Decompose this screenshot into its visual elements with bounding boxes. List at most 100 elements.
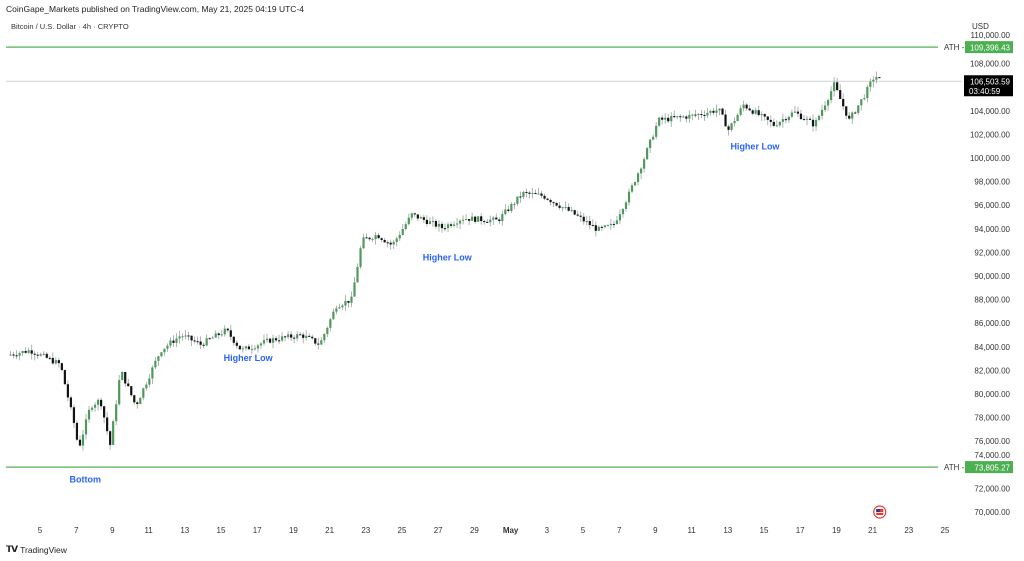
candle-body: [90, 407, 94, 410]
candle-body: [480, 216, 483, 222]
candle-body: [410, 213, 413, 218]
candle-body: [220, 334, 223, 336]
candle-body: [851, 112, 854, 119]
candle-body: [305, 335, 308, 338]
x-tick-label: 25: [398, 526, 407, 535]
candle-body: [477, 216, 480, 222]
candle-body: [724, 114, 727, 127]
candle-body: [299, 334, 302, 336]
tradingview-logo[interactable]: 𝗧𝗩 TradingView: [6, 544, 67, 555]
candle-body: [338, 307, 341, 309]
candle-body: [341, 305, 344, 308]
x-tick-label: 29: [470, 526, 479, 535]
candle-body: [848, 115, 851, 119]
ath-label: ATH -: [944, 463, 965, 472]
candle-body: [271, 338, 275, 343]
candle-body: [362, 237, 365, 249]
candle-body: [612, 223, 616, 225]
candle-body: [377, 235, 380, 239]
candle-body: [154, 360, 157, 368]
candle-body: [193, 340, 196, 342]
candle-body: [72, 407, 76, 423]
candle-body: [133, 395, 136, 403]
candle-body: [802, 119, 806, 121]
candle-body: [736, 114, 739, 122]
ath-label: ATH -: [944, 43, 965, 52]
candle-body: [618, 214, 622, 221]
x-tick-label: May: [503, 526, 519, 535]
candle-body: [157, 356, 160, 361]
symbol-title: Bitcoin / U.S. Dollar · 4h · CRYPTO: [11, 22, 129, 31]
candle-body: [36, 354, 39, 356]
candle-body: [93, 404, 97, 408]
candle-body: [244, 346, 247, 349]
candle-body: [486, 221, 489, 223]
candle-body: [175, 338, 178, 343]
candle-body: [706, 112, 709, 116]
candle-body: [772, 121, 775, 126]
candle-body: [428, 221, 432, 224]
candle-body: [606, 225, 609, 227]
annotation-label: Higher Low: [730, 142, 780, 152]
candle-body: [495, 217, 498, 220]
candle-body: [250, 348, 254, 350]
candle-body: [627, 191, 631, 203]
candle-body: [872, 79, 875, 82]
candle-body: [609, 223, 613, 226]
candle-body: [558, 205, 561, 208]
candle-body: [603, 225, 606, 228]
candle-body: [573, 210, 576, 215]
candle-body: [842, 98, 845, 107]
candle-body: [268, 338, 272, 343]
candle-body: [229, 330, 232, 337]
publisher-line: CoinGape_Markets published on TradingVie…: [6, 4, 304, 14]
candle-body: [75, 422, 79, 440]
candle-body: [525, 191, 528, 193]
candle-body: [489, 219, 492, 223]
candle-body: [827, 100, 830, 106]
candle-body: [347, 300, 350, 303]
candle-body: [860, 99, 863, 106]
candle-body: [793, 111, 797, 113]
candle-body: [796, 111, 800, 114]
y-tick-label: 98,000.00: [974, 178, 1010, 187]
candle-body: [730, 123, 733, 130]
candle-body: [371, 239, 374, 241]
candle-body: [356, 267, 359, 283]
candle-body: [452, 224, 456, 226]
candle-body: [875, 77, 878, 80]
candle-body: [522, 191, 525, 197]
candle-body: [543, 195, 546, 199]
candle-body: [214, 333, 217, 338]
candle-body: [655, 125, 658, 137]
candle-body: [652, 136, 655, 140]
candle-body: [407, 217, 410, 225]
candle-body: [567, 207, 570, 211]
candle-body: [697, 114, 700, 116]
candle-body: [287, 334, 290, 338]
candle-body: [172, 340, 175, 343]
y-tick-label: 94,000.00: [974, 225, 1010, 234]
candle-body: [332, 311, 335, 320]
candle-body: [854, 112, 857, 114]
candle-body: [166, 345, 169, 349]
candle-body: [615, 220, 619, 224]
candle-body: [136, 402, 139, 405]
candle-body: [419, 217, 422, 219]
candle-body: [51, 357, 54, 364]
x-tick-label: 5: [38, 526, 43, 535]
candle-body: [458, 220, 462, 224]
candle-body: [323, 334, 326, 341]
candle-body: [296, 334, 299, 339]
candle-body: [636, 173, 640, 183]
candle-body: [673, 115, 676, 118]
y-tick-label: 76,000.00: [974, 437, 1010, 446]
candle-body: [670, 115, 673, 122]
candle-body: [561, 207, 564, 209]
candle-body: [721, 108, 724, 115]
ath-badge: [965, 41, 1013, 54]
y-tick-label: 80,000.00: [974, 390, 1010, 399]
candle-body: [775, 125, 778, 127]
candle-body: [534, 193, 537, 195]
